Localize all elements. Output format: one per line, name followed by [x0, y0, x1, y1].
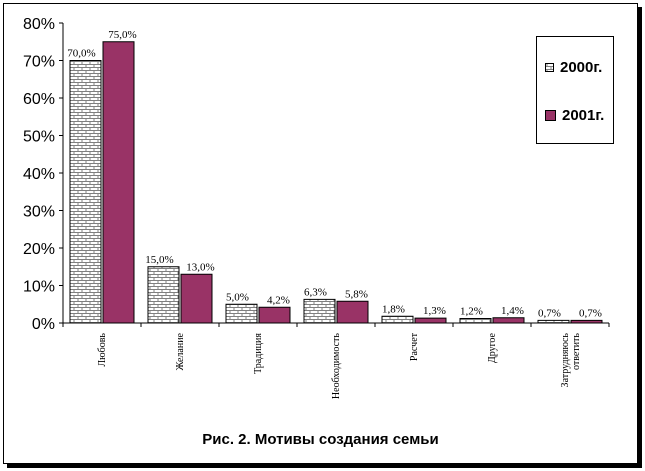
bar-2000 — [459, 318, 492, 324]
legend-label-2000: 2000г. — [560, 59, 603, 76]
chart-frame: 0% 10% 20% 30% 40% 50% 60% 70% 80% 70,0% 75,0% Любо… — [3, 3, 638, 464]
y-tick-label: 50% — [23, 129, 55, 146]
legend: 2000г. 2001г. — [536, 36, 614, 144]
data-label: 1,8% — [382, 303, 405, 315]
bar-2001 — [180, 273, 213, 324]
y-tick-label: 60% — [23, 91, 55, 108]
y-tick-label: 80% — [23, 16, 55, 33]
bar-2001 — [102, 41, 135, 324]
bar-chart: 0% 10% 20% 30% 40% 50% 60% 70% 80% 70,0% 75,0% Любо… — [23, 16, 610, 400]
data-label: 0,7% — [579, 307, 602, 319]
y-tick-label: 70% — [23, 54, 55, 71]
category-label: Традиция — [253, 333, 264, 374]
bar-2001 — [492, 317, 525, 324]
category-label: Другое — [487, 332, 498, 363]
bar-2001 — [336, 300, 369, 324]
chart-caption: Рис. 2. Мотивы создания семьи — [202, 431, 439, 448]
legend-item-2001: 2001г. — [545, 107, 604, 124]
category-label: Затрудняюсьответить — [560, 333, 582, 388]
bar-2000 — [147, 266, 180, 324]
data-label: 1,4% — [501, 305, 524, 317]
data-label: 15,0% — [145, 254, 173, 266]
category-label: Желание — [175, 332, 186, 370]
bar-2000 — [69, 60, 102, 324]
data-label: 1,2% — [460, 306, 483, 318]
bar-2001 — [570, 319, 603, 324]
bar-2000 — [225, 303, 258, 324]
legend-swatch-2001 — [545, 110, 556, 121]
data-label: 6,3% — [304, 286, 327, 298]
y-tick-label: 20% — [23, 241, 55, 258]
y-tick-label: 40% — [23, 166, 55, 183]
data-label: 13,0% — [186, 261, 214, 273]
data-label: 5,8% — [345, 288, 368, 300]
legend-swatch-2000 — [545, 63, 554, 72]
data-label: 70,0% — [67, 48, 95, 60]
bar-2001 — [258, 306, 291, 324]
data-label: 0,7% — [538, 307, 561, 319]
y-tick-label: 10% — [23, 279, 55, 296]
data-label: 5,0% — [226, 291, 249, 303]
legend-label-2001: 2001г. — [562, 107, 605, 124]
y-tick-label: 30% — [23, 204, 55, 221]
legend-item-2000: 2000г. — [545, 59, 602, 76]
bar-2000 — [303, 298, 336, 324]
data-label: 1,3% — [423, 305, 446, 317]
category-label: Необходимость — [331, 333, 342, 400]
category-label: Любовь — [97, 333, 108, 367]
data-label: 75,0% — [108, 29, 136, 41]
y-tick-label: 0% — [32, 316, 55, 333]
data-label: 4,2% — [267, 294, 290, 306]
bar-2000 — [381, 315, 414, 324]
category-label: Расчет — [409, 332, 420, 361]
bar-2000 — [537, 319, 570, 324]
bar-2001 — [414, 317, 447, 324]
